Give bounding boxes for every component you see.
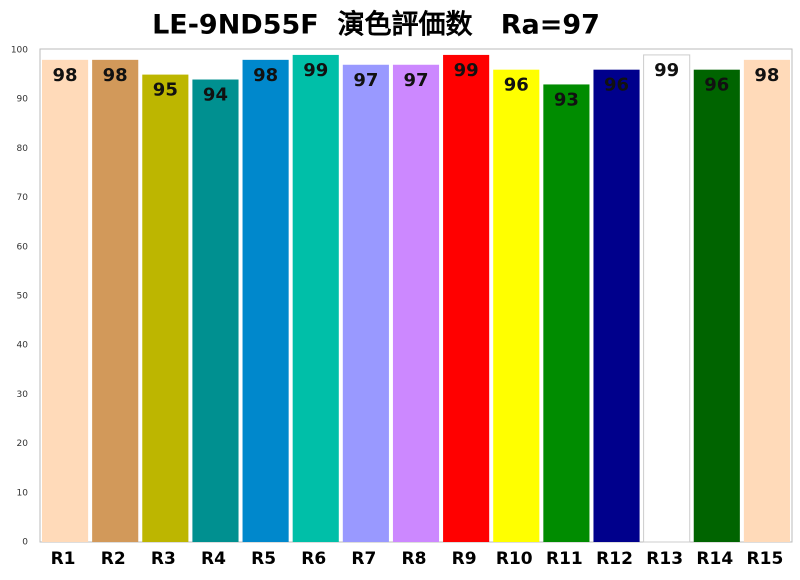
y-tick-label: 0 (22, 538, 28, 548)
bar (643, 54, 691, 543)
y-tick-label: 10 (17, 488, 29, 498)
bar (142, 74, 189, 542)
x-tick-label: R4 (201, 549, 226, 569)
bar (42, 59, 89, 543)
bar (743, 59, 790, 543)
bar (543, 84, 590, 542)
x-tick-label: R12 (596, 549, 633, 569)
y-tick-label: 30 (17, 390, 29, 400)
value-label: 98 (754, 65, 779, 86)
x-tick-label: R5 (251, 549, 276, 569)
value-label: 98 (103, 65, 128, 86)
value-label: 97 (353, 70, 378, 91)
chart-title: LE-9ND55F 演色評価数 Ra=97 (152, 9, 600, 41)
value-label: 93 (554, 89, 579, 110)
y-tick-label: 80 (17, 144, 29, 154)
value-label: 99 (654, 60, 679, 81)
y-tick-label: 40 (17, 341, 29, 351)
value-label: 99 (303, 60, 328, 81)
bar (443, 54, 490, 543)
x-tick-label: R9 (452, 549, 477, 569)
bar (593, 69, 640, 543)
bar (342, 64, 389, 542)
y-tick-label: 20 (17, 439, 29, 449)
x-tick-label: R1 (51, 549, 76, 569)
x-tick-label: R11 (546, 549, 583, 569)
x-tick-label: R14 (696, 549, 733, 569)
value-label: 98 (253, 65, 278, 86)
bar (493, 69, 540, 543)
x-tick-label: R13 (646, 549, 683, 569)
y-tick-label: 50 (17, 292, 29, 302)
value-label: 99 (454, 60, 479, 81)
value-label: 94 (203, 85, 228, 106)
value-label: 96 (604, 75, 629, 96)
bar (392, 64, 440, 542)
x-tick-label: R10 (496, 549, 533, 569)
y-tick-label: 60 (17, 242, 29, 252)
x-tick-label: R3 (151, 549, 176, 569)
bar (292, 54, 339, 543)
value-label: 98 (53, 65, 78, 86)
y-tick-label: 70 (17, 193, 29, 203)
value-label: 95 (153, 80, 178, 101)
value-label: 97 (403, 70, 428, 91)
y-tick-label: 100 (11, 46, 28, 56)
x-tick-label: R8 (402, 549, 427, 569)
bar (242, 59, 289, 543)
bar (192, 79, 239, 543)
value-label: 96 (504, 75, 529, 96)
y-tick-label: 90 (17, 95, 29, 105)
bar (693, 69, 740, 543)
x-tick-label: R15 (747, 549, 784, 569)
x-tick-label: R7 (351, 549, 376, 569)
x-tick-label: R2 (101, 549, 126, 569)
bar (92, 59, 139, 543)
value-label: 96 (704, 75, 729, 96)
x-tick-label: R6 (301, 549, 326, 569)
